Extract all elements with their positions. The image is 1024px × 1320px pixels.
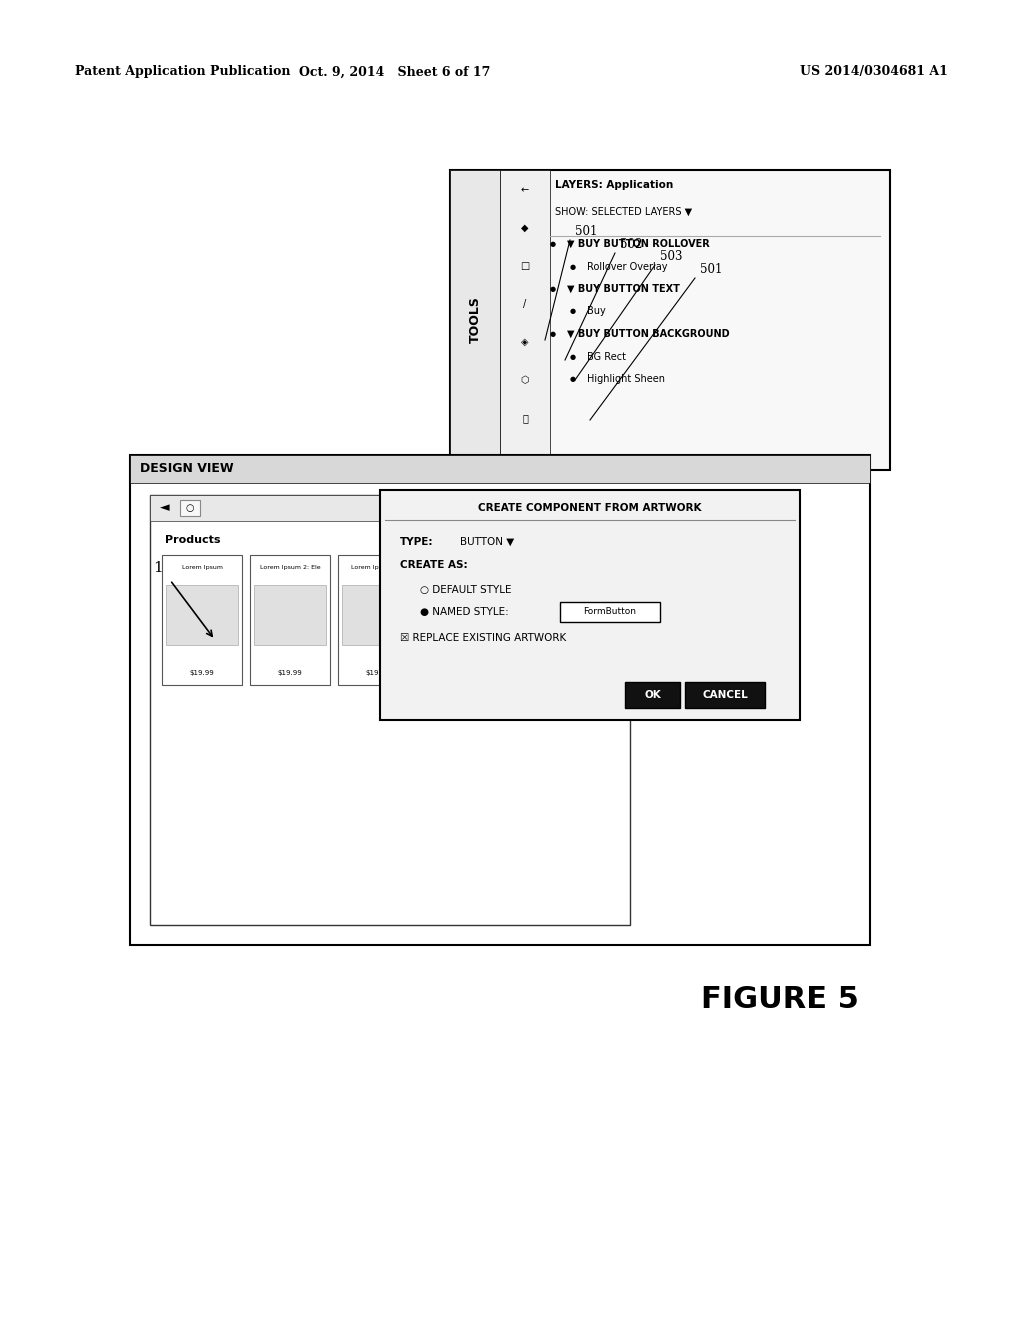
Bar: [426, 554, 506, 685]
Bar: [338, 554, 418, 685]
Text: ●: ●: [570, 376, 577, 381]
Bar: [130, 455, 870, 483]
Bar: [430, 585, 502, 645]
Text: ▼ BUY BUTTON TEXT: ▼ BUY BUTTON TEXT: [567, 284, 680, 294]
Text: ●: ●: [570, 264, 577, 269]
Text: ●: ●: [550, 331, 556, 337]
Text: $19.99: $19.99: [454, 671, 478, 676]
Text: BUTTON ▼: BUTTON ▼: [460, 537, 514, 546]
Text: ○: ○: [185, 503, 195, 513]
Text: Lorem Ipsum 2: Ele: Lorem Ipsum 2: Ele: [260, 565, 321, 569]
Text: $19.99: $19.99: [189, 671, 214, 676]
Bar: [450, 170, 500, 470]
Bar: [166, 585, 238, 645]
Text: ☒ REPLACE EXISTING ARTWORK: ☒ REPLACE EXISTING ARTWORK: [400, 634, 566, 643]
Text: US 2014/0304681 A1: US 2014/0304681 A1: [800, 66, 948, 78]
Text: $19.99: $19.99: [366, 671, 390, 676]
Bar: [514, 554, 594, 685]
Bar: [130, 455, 870, 945]
Text: Buy: Buy: [585, 589, 610, 602]
Text: OK: OK: [644, 690, 660, 700]
Bar: [575, 554, 620, 635]
Text: ◈: ◈: [521, 337, 528, 347]
Bar: [162, 554, 242, 685]
Text: 1: 1: [154, 561, 163, 576]
Bar: [342, 585, 414, 645]
Text: TYPE:: TYPE:: [400, 537, 433, 546]
Text: CREATE AS:: CREATE AS:: [400, 560, 468, 570]
Text: Lorem Ipsum 3-D: Lorem Ipsum 3-D: [351, 565, 406, 569]
Text: Lorem Ipsum: Lorem Ipsum: [181, 565, 222, 569]
Text: ◆: ◆: [521, 223, 528, 234]
Text: CREATE COMPONENT FROM ARTWORK: CREATE COMPONENT FROM ARTWORK: [478, 503, 701, 513]
Text: CANCEL: CANCEL: [702, 690, 748, 700]
Bar: [180, 500, 200, 516]
Text: DESIGN VIEW: DESIGN VIEW: [140, 462, 233, 475]
Bar: [500, 170, 550, 470]
Text: ⬡: ⬡: [521, 375, 529, 385]
Bar: [254, 585, 326, 645]
Text: Highlight Sheen: Highlight Sheen: [587, 374, 665, 384]
Bar: [150, 495, 630, 521]
Text: 502: 502: [620, 238, 642, 251]
Text: LAYERS: Application: LAYERS: Application: [555, 180, 673, 190]
Text: ◄: ◄: [160, 502, 170, 515]
Text: 501: 501: [700, 263, 722, 276]
Text: ●: ●: [570, 354, 577, 359]
Text: Lorem Ipsum: The F: Lorem Ipsum: The F: [522, 565, 586, 569]
Text: Oct. 9, 2014   Sheet 6 of 17: Oct. 9, 2014 Sheet 6 of 17: [299, 66, 490, 78]
Text: ○ DEFAULT STYLE: ○ DEFAULT STYLE: [420, 585, 512, 595]
Bar: [150, 495, 630, 925]
Bar: [685, 682, 765, 708]
Text: ▼ BUY BUTTON ROLLOVER: ▼ BUY BUTTON ROLLOVER: [567, 239, 710, 249]
Text: Patent Application Publication: Patent Application Publication: [75, 66, 291, 78]
Text: Products: Products: [165, 535, 220, 545]
Text: $19.99: $19.99: [542, 671, 566, 676]
Text: TOOLS: TOOLS: [469, 297, 481, 343]
Text: ● NAMED STYLE:: ● NAMED STYLE:: [420, 607, 509, 616]
Bar: [250, 554, 330, 685]
Text: $19.99: $19.99: [278, 671, 302, 676]
Bar: [380, 490, 800, 719]
Bar: [625, 682, 680, 708]
Text: ●: ●: [570, 309, 577, 314]
Text: FIGURE 5: FIGURE 5: [701, 986, 859, 1015]
Text: ●: ●: [550, 242, 556, 247]
Text: ▼ BUY BUTTON BACKGROUND: ▼ BUY BUTTON BACKGROUND: [567, 329, 730, 339]
Text: 503: 503: [660, 249, 683, 263]
Bar: [560, 602, 660, 622]
Text: 🔍: 🔍: [522, 413, 528, 422]
Bar: [450, 170, 890, 470]
Text: ←: ←: [521, 185, 529, 195]
Text: BG Rect: BG Rect: [587, 351, 626, 362]
Text: 501: 501: [575, 224, 597, 238]
Text: /: /: [523, 300, 526, 309]
Text: FormButton: FormButton: [584, 607, 637, 616]
Text: ●: ●: [550, 286, 556, 292]
Bar: [518, 585, 590, 645]
Text: Buy: Buy: [587, 306, 606, 317]
Text: SHOW: SELECTED LAYERS ▼: SHOW: SELECTED LAYERS ▼: [555, 207, 692, 216]
Text: Revenge of Lorem I: Revenge of Lorem I: [435, 565, 497, 569]
Text: Rollover Overlay: Rollover Overlay: [587, 261, 668, 272]
Text: □: □: [520, 261, 529, 271]
Text: 88: 88: [592, 648, 603, 657]
